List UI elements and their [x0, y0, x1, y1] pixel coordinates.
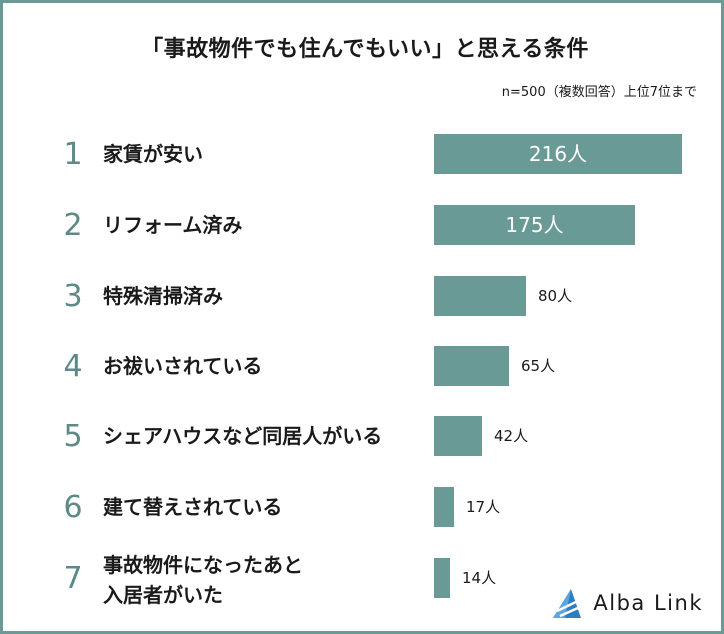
- rank-number: 1: [63, 137, 83, 172]
- bar: [434, 558, 450, 598]
- bar-value-label: 65人: [521, 357, 556, 375]
- bar-value-label: 175人: [505, 213, 564, 237]
- bar: [434, 416, 482, 456]
- alba-link-logo-icon: [553, 589, 582, 618]
- category-label: お祓いされている: [103, 354, 263, 378]
- rank-number: 7: [63, 561, 83, 596]
- category-label: リフォーム済み: [103, 213, 243, 237]
- chart-title: 「事故物件でも住んでもいい」と思える条件: [141, 37, 589, 62]
- bar: [434, 276, 526, 316]
- bar: [434, 346, 509, 386]
- bar: [434, 487, 454, 527]
- category-label: 事故物件になったあと 入居者がいた: [103, 553, 303, 607]
- rank-number: 4: [63, 349, 83, 384]
- rank-number: 2: [63, 208, 83, 243]
- category-label: 家賃が安い: [103, 142, 203, 166]
- brand-logo: Alba Link: [551, 587, 703, 619]
- bar-value-label: 216人: [528, 142, 588, 166]
- bar-value-label: 42人: [494, 427, 529, 445]
- rank-number: 3: [63, 279, 83, 314]
- bar-value-label: 14人: [462, 569, 497, 587]
- category-label: 特殊清掃済み: [103, 284, 223, 308]
- rank-number: 5: [63, 419, 83, 454]
- brand-name: Alba Link: [593, 591, 703, 615]
- category-label: 建て替えされている: [103, 495, 283, 519]
- rank-number: 6: [63, 490, 83, 525]
- chart-subtitle: n=500（複数回答）上位7位まで: [501, 85, 697, 100]
- bar: [434, 134, 682, 174]
- bar-value-label: 17人: [466, 498, 501, 516]
- bar: [434, 205, 635, 245]
- category-label: シェアハウスなど同居人がいる: [103, 424, 383, 448]
- bar-value-label: 80人: [538, 287, 573, 305]
